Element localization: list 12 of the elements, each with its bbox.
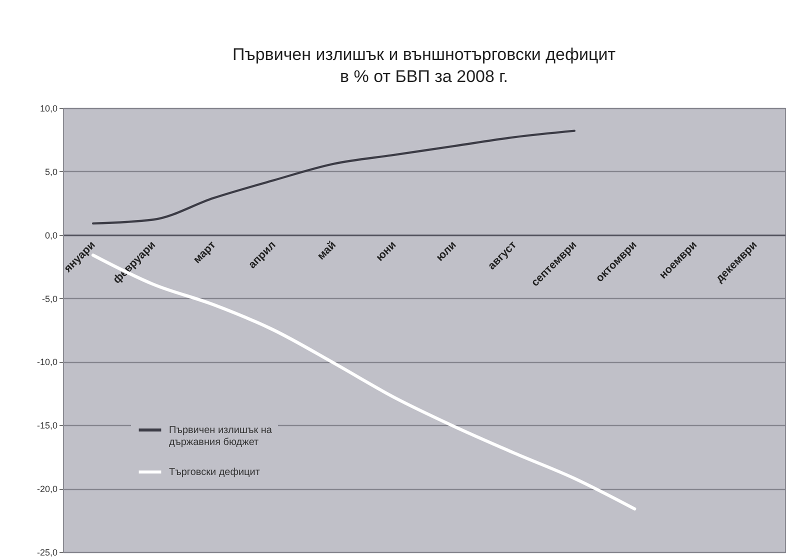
- y-tick-label: -20,0: [36, 484, 58, 494]
- y-tick-label: -15,0: [36, 420, 58, 431]
- y-tick-label: 5,0: [44, 166, 58, 177]
- y-tick-label: 10,0: [40, 104, 58, 114]
- line-series: [92, 130, 576, 225]
- y-tick-label: -5,0: [42, 294, 58, 304]
- y-tick-label: 0,0: [44, 230, 58, 240]
- legend-label: Търговски дефицит: [169, 467, 260, 478]
- legend-label: Първичен излишък на държавния бюджет: [169, 425, 272, 448]
- y-tick-label: -10,0: [36, 357, 58, 368]
- y-tick-label: -25,0: [36, 548, 58, 558]
- chart-title: Първичен излишък и външнотърговски дефицит в % от БВП за 2008 г.: [232, 45, 616, 86]
